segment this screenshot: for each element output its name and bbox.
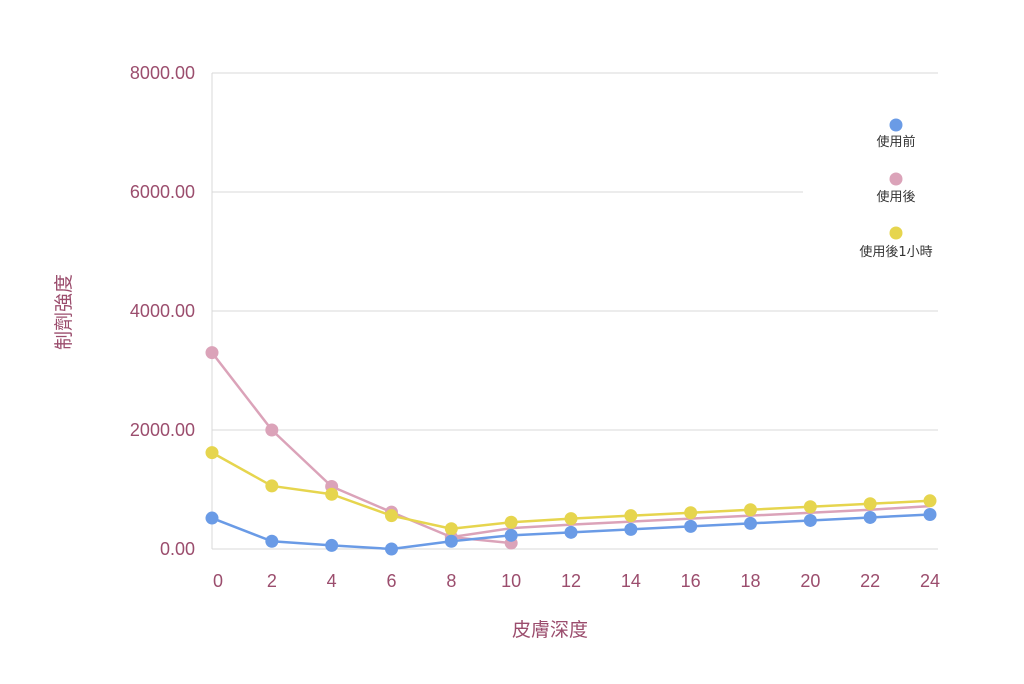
x-tick-label: 24 bbox=[920, 571, 940, 591]
series-2 bbox=[205, 446, 937, 536]
x-tick-label: 8 bbox=[446, 571, 456, 591]
x-tick-label: 14 bbox=[621, 571, 641, 591]
x-tick-label: 22 bbox=[860, 571, 880, 591]
y-tick-label: 2000.00 bbox=[130, 420, 195, 440]
data-point bbox=[504, 515, 518, 529]
series-line bbox=[211, 351, 512, 545]
data-point bbox=[744, 503, 757, 517]
x-tick-label: 16 bbox=[681, 571, 701, 591]
gridlines bbox=[211, 72, 938, 550]
data-point bbox=[205, 511, 219, 525]
data-point bbox=[504, 528, 518, 542]
x-axis-ticks: 0 2 4 6 8 10 12 14 16 18 20 22 24 bbox=[213, 571, 940, 591]
legend-label: 使用後1小時 bbox=[859, 244, 932, 260]
legend-label: 使用後 bbox=[876, 189, 915, 205]
x-tick-label: 6 bbox=[386, 571, 396, 591]
data-point bbox=[564, 525, 578, 539]
x-tick-label: 0 bbox=[213, 571, 223, 591]
legend-marker bbox=[889, 226, 903, 240]
x-tick-label: 10 bbox=[501, 571, 521, 591]
x-tick-label: 2 bbox=[267, 571, 277, 591]
data-point bbox=[684, 506, 698, 520]
y-tick-label: 8000.00 bbox=[130, 63, 195, 83]
data-point bbox=[803, 513, 817, 527]
y-tick-label: 0.00 bbox=[160, 539, 195, 559]
y-axis-ticks: 0.00 2000.00 4000.00 6000.00 8000.00 bbox=[130, 63, 195, 559]
data-point bbox=[205, 346, 219, 360]
data-point bbox=[624, 509, 638, 523]
legend-label: 使用前 bbox=[876, 134, 915, 150]
data-point bbox=[265, 534, 279, 548]
y-tick-label: 6000.00 bbox=[130, 182, 195, 202]
series-1 bbox=[205, 346, 518, 550]
series-lines bbox=[205, 346, 937, 556]
data-point bbox=[564, 512, 578, 526]
data-point bbox=[444, 534, 458, 548]
data-point bbox=[385, 542, 398, 556]
data-point bbox=[444, 522, 458, 536]
legend-marker bbox=[889, 118, 903, 132]
x-tick-label: 20 bbox=[800, 571, 820, 591]
y-tick-label: 4000.00 bbox=[130, 301, 195, 321]
legend-marker bbox=[889, 172, 903, 186]
data-point bbox=[205, 446, 219, 460]
y-axis-title: 制劑強度 bbox=[53, 274, 75, 350]
x-tick-label: 18 bbox=[740, 571, 760, 591]
x-tick-label: 12 bbox=[561, 571, 581, 591]
data-point bbox=[265, 479, 279, 493]
x-tick-label: 4 bbox=[327, 571, 337, 591]
data-point bbox=[325, 487, 339, 501]
data-point bbox=[624, 522, 638, 536]
data-point bbox=[803, 500, 817, 514]
data-point bbox=[684, 519, 698, 533]
x-axis-title: 皮膚深度 bbox=[512, 619, 588, 641]
data-point bbox=[744, 516, 757, 530]
data-point bbox=[265, 423, 279, 437]
data-point bbox=[385, 509, 398, 523]
data-point bbox=[325, 538, 339, 552]
data-point bbox=[923, 507, 937, 521]
series-0 bbox=[205, 507, 937, 556]
data-point bbox=[863, 497, 877, 511]
data-point bbox=[923, 494, 937, 508]
data-point bbox=[863, 510, 877, 524]
